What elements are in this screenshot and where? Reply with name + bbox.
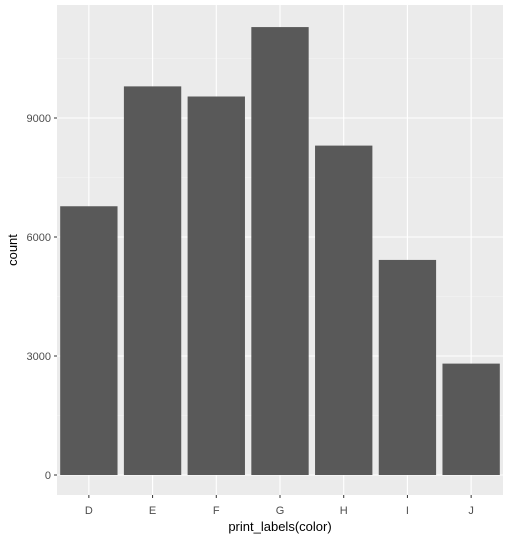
y-axis: 0 3000 6000 9000 — [27, 113, 57, 482]
x-tick-label: I — [406, 505, 409, 517]
x-axis: D E F G H I J — [85, 495, 474, 517]
x-tick-label: J — [468, 505, 474, 517]
bar-F — [187, 96, 245, 475]
bar-H — [315, 145, 373, 475]
bar-D — [60, 206, 118, 475]
y-tick-label: 0 — [45, 470, 51, 482]
x-tick-label: E — [149, 505, 156, 517]
bars — [60, 27, 500, 476]
x-tick-label: H — [340, 505, 348, 517]
bar-I — [378, 259, 437, 475]
bar-E — [123, 86, 182, 476]
y-tick-label: 6000 — [27, 232, 51, 244]
y-tick-label: 9000 — [27, 113, 51, 125]
x-tick-label: F — [213, 505, 220, 517]
bar-G — [251, 27, 309, 476]
y-axis-title: count — [5, 234, 20, 266]
x-tick-label: G — [276, 505, 285, 517]
bar-J — [442, 363, 500, 475]
x-axis-title: print_labels(color) — [228, 519, 331, 534]
x-tick-label: D — [85, 505, 93, 517]
y-tick-label: 3000 — [27, 351, 51, 363]
